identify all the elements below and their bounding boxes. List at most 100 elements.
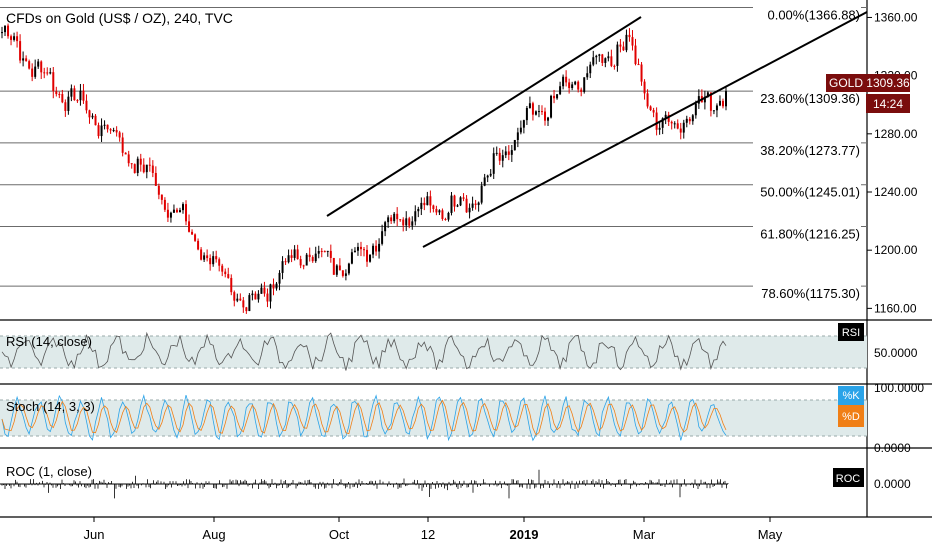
candle-body bbox=[676, 123, 679, 129]
candle-body bbox=[52, 72, 55, 92]
candle-body bbox=[136, 158, 139, 174]
candle-body bbox=[725, 91, 727, 107]
candle-body bbox=[640, 64, 643, 82]
candle-body bbox=[522, 120, 525, 128]
last-price-tag: 1309.36 bbox=[866, 76, 910, 90]
time-tick-label: 2019 bbox=[510, 527, 539, 542]
candle-body bbox=[302, 265, 305, 267]
candle-body bbox=[453, 195, 456, 207]
candle-body bbox=[486, 175, 489, 178]
candle-body bbox=[679, 128, 682, 133]
candle-body bbox=[212, 256, 215, 265]
candle-body bbox=[613, 65, 616, 67]
candle-body bbox=[670, 121, 673, 124]
candle-body bbox=[718, 100, 721, 106]
fib-level-label: 23.60%(1309.36) bbox=[760, 91, 860, 106]
candle-body bbox=[157, 185, 160, 195]
candle-body bbox=[444, 218, 447, 220]
candle-body bbox=[459, 197, 462, 206]
candle-body bbox=[519, 127, 522, 133]
candle-body bbox=[619, 44, 622, 47]
candle-body bbox=[242, 300, 245, 308]
candle-body bbox=[97, 125, 100, 137]
candle-body bbox=[182, 204, 184, 211]
rsi-band bbox=[0, 336, 867, 368]
candle-body bbox=[540, 111, 543, 113]
candle-body bbox=[450, 195, 453, 213]
candle-body bbox=[610, 56, 613, 66]
fib-retracement[interactable]: 0.00%(1366.88) 23.60%(1309.36) 38.20%(1273… bbox=[0, 5, 867, 302]
candle-body bbox=[504, 151, 507, 156]
candle-body bbox=[154, 172, 157, 186]
candle-body bbox=[311, 257, 314, 262]
candle-body bbox=[293, 249, 296, 258]
time-tick-label: Aug bbox=[202, 527, 225, 542]
stoch-d-line bbox=[1, 399, 727, 436]
candle-body bbox=[598, 54, 601, 56]
candle-body bbox=[4, 25, 7, 33]
time-axis[interactable]: Jun Aug Oct 12 2019 Mar May bbox=[84, 517, 783, 542]
time-tick-label: Oct bbox=[329, 527, 350, 542]
candle-body bbox=[447, 212, 450, 220]
roc-tag-box bbox=[833, 468, 864, 487]
candle-body bbox=[492, 153, 495, 174]
candle-body bbox=[372, 245, 375, 255]
candle-body bbox=[658, 127, 661, 130]
candle-body bbox=[7, 25, 10, 37]
stoch-d-tag-box bbox=[838, 405, 864, 427]
candle-body bbox=[456, 205, 459, 207]
candle-body bbox=[531, 103, 534, 115]
stoch-label: Stoch (14, 3, 3) bbox=[6, 399, 95, 414]
fib-level-label: 78.60%(1175.30) bbox=[761, 286, 860, 301]
candle-body bbox=[194, 234, 197, 241]
candle-body bbox=[483, 177, 486, 186]
trend-channel[interactable] bbox=[326, 11, 868, 248]
candle-body bbox=[178, 210, 181, 213]
candle-body bbox=[589, 64, 592, 74]
candle-body bbox=[79, 90, 82, 101]
candle-body bbox=[682, 122, 685, 133]
fib-label-bg bbox=[753, 5, 861, 23]
candle-body bbox=[227, 274, 230, 278]
price-tick-label: 1160.00 bbox=[874, 301, 917, 315]
candle-body bbox=[58, 94, 61, 96]
candle-body bbox=[423, 202, 426, 206]
channel-lower-line[interactable] bbox=[422, 11, 868, 248]
candle-body bbox=[266, 293, 269, 302]
fib-level-label: 50.00%(1245.01) bbox=[760, 185, 860, 200]
candle-body bbox=[203, 255, 206, 260]
candle-body bbox=[106, 124, 109, 130]
candle-body bbox=[462, 197, 465, 199]
candle-body bbox=[329, 250, 332, 258]
fib-level-label: 0.00%(1366.88) bbox=[767, 7, 860, 22]
fib-label-bg bbox=[753, 284, 861, 302]
candle-body bbox=[565, 76, 568, 83]
candle-body bbox=[200, 249, 203, 260]
candle-body bbox=[396, 213, 399, 220]
candle-body bbox=[46, 72, 49, 74]
candle-body bbox=[320, 250, 323, 252]
candle-body bbox=[269, 284, 272, 302]
candle-body bbox=[37, 61, 40, 67]
candle-body bbox=[215, 256, 218, 260]
candle-body bbox=[649, 106, 652, 111]
price-axis[interactable]: 1360.001320.001280.001240.001200.001160.… bbox=[867, 10, 918, 315]
fib-level-label: 38.20%(1273.77) bbox=[760, 143, 860, 158]
fib-label-bg bbox=[753, 224, 861, 242]
candle-body bbox=[16, 36, 19, 42]
candle-body bbox=[341, 270, 344, 276]
candle-body bbox=[70, 88, 73, 97]
candle-body bbox=[405, 218, 408, 226]
candle-body bbox=[284, 261, 287, 263]
candle-body bbox=[652, 110, 655, 113]
candle-body bbox=[305, 254, 308, 266]
candle-body bbox=[25, 58, 28, 62]
candle-body bbox=[61, 94, 64, 103]
channel-upper-line[interactable] bbox=[326, 16, 642, 217]
candle-body bbox=[260, 287, 263, 294]
stoch-k-tag-box bbox=[838, 386, 864, 405]
candle-body bbox=[480, 185, 483, 203]
candle-body bbox=[115, 130, 118, 133]
